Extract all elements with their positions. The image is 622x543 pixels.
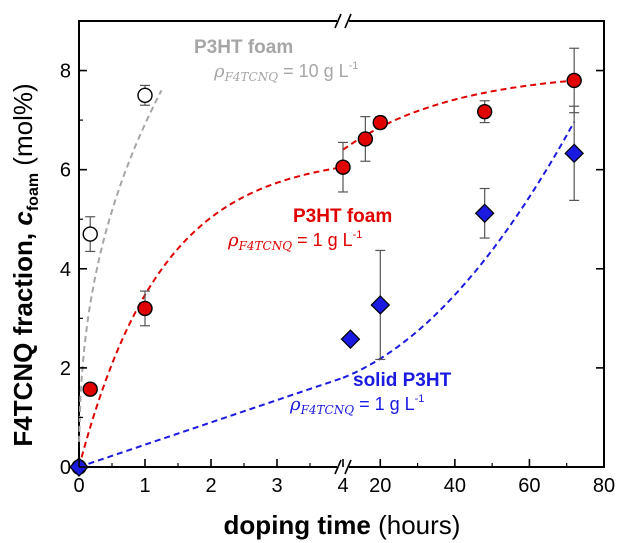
y-tick-label: 2 [60,358,71,380]
x-tick-label: 0 [73,475,84,497]
y-tick-label: 8 [60,61,71,83]
y-axis-label: F4TCNQ fraction, cfoam (mol%) [8,83,42,446]
annotation-red-foam: P3HT foam ρF4TCNQ = 1 g L-1 [227,206,392,253]
y-tick-label: 4 [60,259,71,281]
data-points [69,47,585,477]
annotation-solid-title: solid P3HT [353,370,452,391]
axis-break-mark [334,459,342,475]
data-point-red-foam [137,300,153,317]
axis-break-mark [344,459,352,475]
fit-curve-solid [78,376,344,468]
annotation-solid-concentration: ρF4TCNQ = 1 g L-1 [289,393,424,417]
annotation-solid: solid P3HT ρF4TCNQ = 1 g L-1 [289,370,452,417]
x-tick-label: 60 [518,475,540,497]
annotation-red-foam-title: P3HT foam [293,206,392,227]
fit-curve-grey-foam [78,89,163,442]
data-point-solid [564,143,585,164]
x-axis-label: doping time (hours) [224,510,461,540]
data-point-grey-foam [82,226,98,242]
y-tick-label: 6 [60,160,71,182]
data-point-red-foam [566,72,582,89]
x-tick-label: 20 [369,475,391,497]
data-point-red-foam [357,131,374,147]
x-tick-label: 4 [337,475,348,497]
x-tick-label: 3 [271,475,282,497]
annotation-red-foam-concentration: ρF4TCNQ = 1 g L-1 [227,229,362,253]
x-tick-label: 1 [139,475,150,497]
fit-curve-red-foam [78,166,344,468]
data-point-solid [370,295,391,315]
annotation-grey-foam-title: P3HT foam [194,37,293,58]
data-point-red-foam [82,381,98,397]
axis-break-mark [334,13,342,29]
data-point-solid [340,329,361,349]
axis-break-mark [344,13,352,29]
annotation-grey-foam: P3HT foam ρF4TCNQ = 10 g L-1 [194,37,358,84]
data-point-red-foam [372,114,388,131]
data-point-red-foam [476,103,493,120]
x-tick-label: 40 [444,475,466,497]
y-tick-label: 0 [60,457,71,479]
data-point-red-foam [335,159,351,175]
data-point-grey-foam [137,87,153,104]
annotation-grey-foam-concentration: ρF4TCNQ = 10 g L-1 [213,60,358,84]
data-point-solid [474,203,495,224]
fit-curve-red-foam-late [342,79,575,151]
x-tick-label: 2 [205,475,216,497]
x-tick-label: 80 [593,475,615,497]
fit-curve-solid-late [342,121,576,379]
